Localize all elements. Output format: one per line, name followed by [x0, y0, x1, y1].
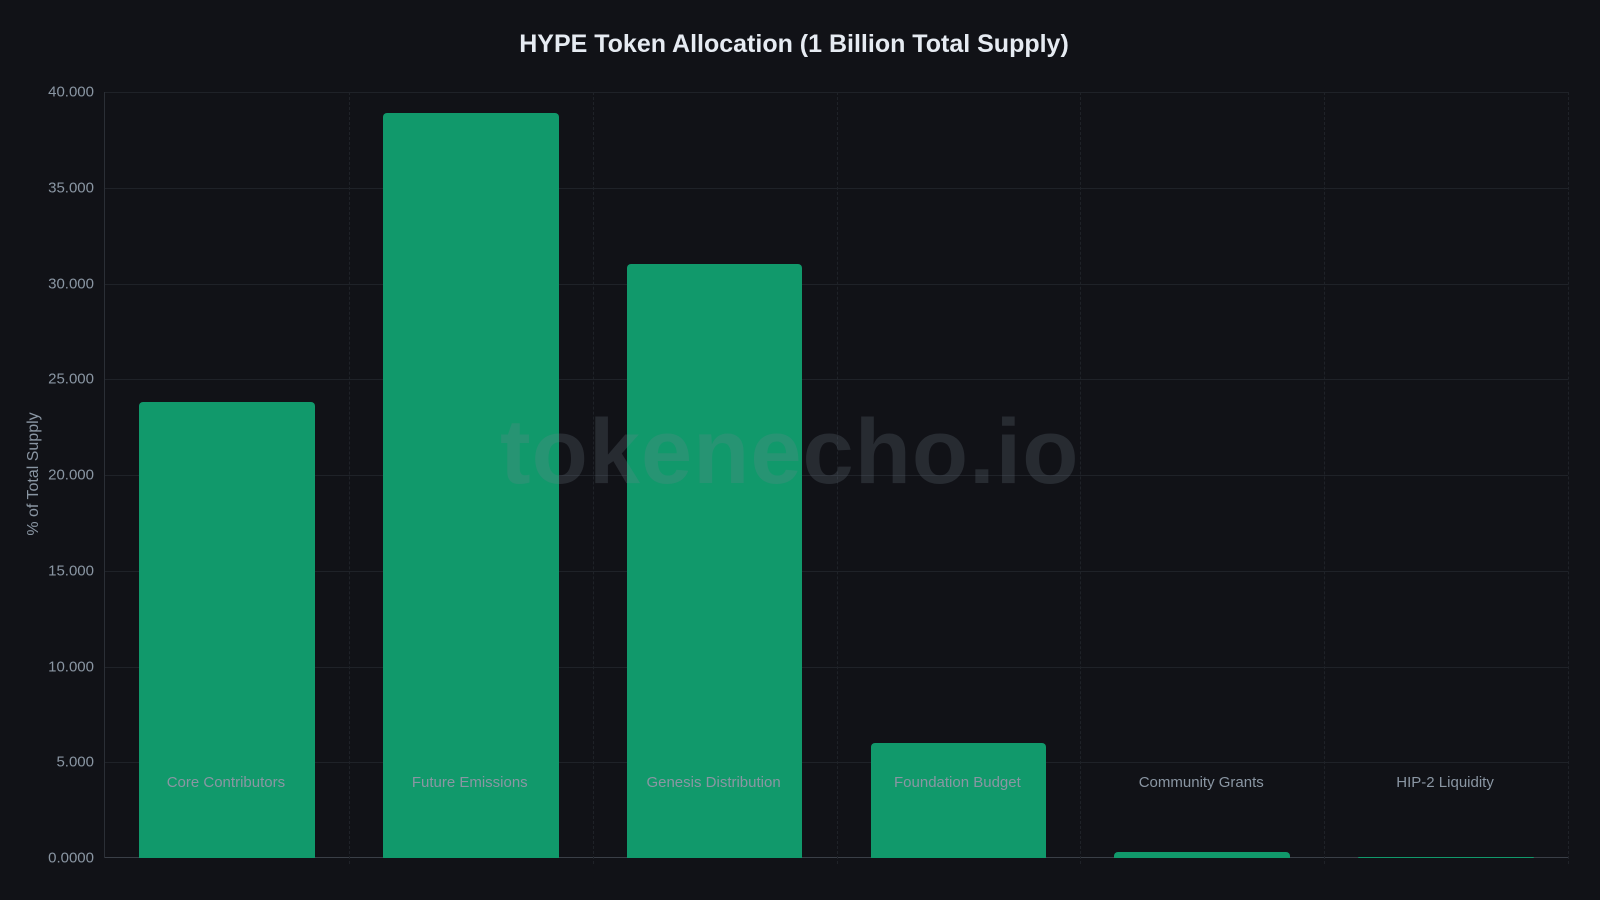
y-tick-label: 30.000	[48, 275, 94, 292]
plot-area	[104, 92, 1569, 864]
bar[interactable]	[139, 402, 315, 858]
bar[interactable]	[1358, 857, 1534, 858]
y-tick-label: 35.000	[48, 179, 94, 197]
y-tick-label: 5.000	[56, 753, 94, 771]
y-tick-label: 20.000	[48, 466, 94, 484]
y-tick-label: 40.000	[48, 83, 94, 101]
chart-title: HYPE Token Allocation (1 Billion Total S…	[519, 30, 1069, 58]
x-tick-label: Foundation Budget	[894, 774, 1021, 791]
bar[interactable]	[382, 113, 559, 858]
gridline	[1324, 92, 1326, 864]
x-tick-label: Community Grants	[1138, 774, 1264, 791]
x-tick-label: Future Emissions	[411, 774, 528, 791]
x-tick-label: HIP-2 Liquidity	[1396, 774, 1494, 791]
bar[interactable]	[1114, 852, 1291, 858]
y-tick-label: 25.000	[48, 370, 94, 388]
gridline	[592, 92, 594, 864]
bar[interactable]	[626, 264, 803, 858]
bar[interactable]	[870, 743, 1047, 858]
x-tick-label: Core Contributors	[166, 774, 286, 791]
y-tick-label: 0.0000	[48, 849, 94, 867]
x-tick-label: Genesis Distribution	[646, 774, 781, 791]
gridline	[1080, 92, 1082, 864]
y-tick-label: 10.000	[48, 658, 94, 675]
gridline	[836, 92, 838, 864]
y-tick-label: 15.000	[48, 562, 94, 580]
gridline	[1568, 92, 1569, 864]
gridline	[348, 92, 350, 864]
